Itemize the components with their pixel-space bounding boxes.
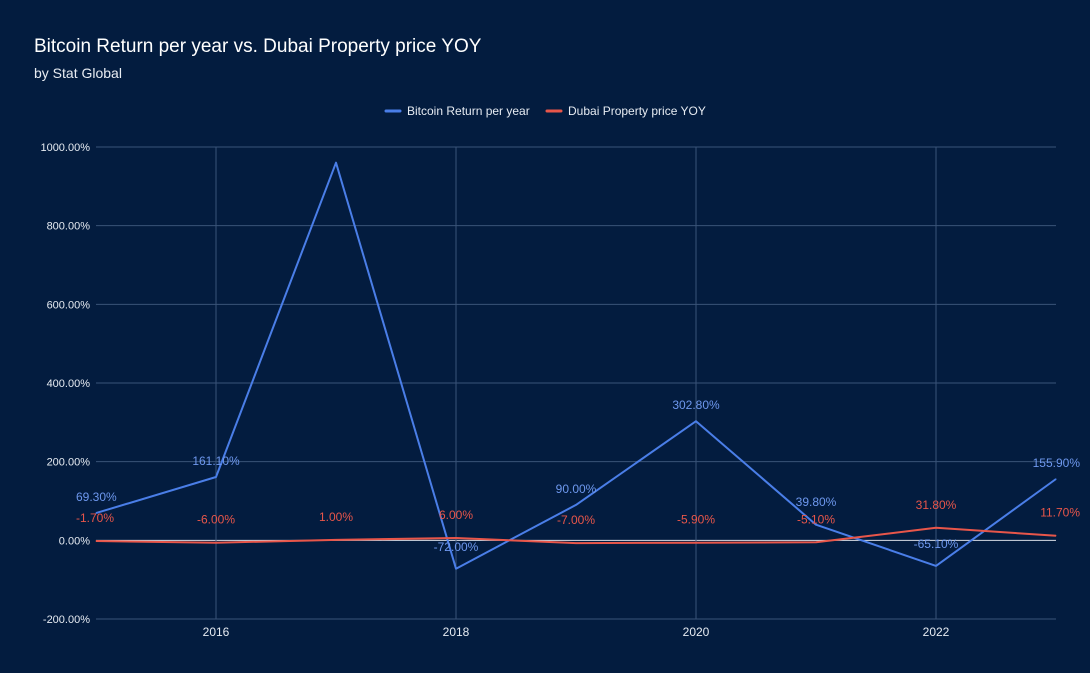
data-label-0: -72.00% <box>434 540 479 554</box>
y-tick-label: 200.00% <box>47 457 91 469</box>
y-tick-label: 1000.00% <box>40 142 90 154</box>
data-point-0 <box>695 420 697 422</box>
data-label-1: -1.70% <box>76 511 114 525</box>
x-tick-label: 2022 <box>923 625 950 639</box>
data-point-1 <box>335 539 337 541</box>
data-label-0: 155.90% <box>1033 456 1081 470</box>
data-label-1: -6.00% <box>197 513 235 527</box>
x-tick-label: 2020 <box>683 625 710 639</box>
x-tick-label: 2016 <box>203 625 230 639</box>
data-point-0 <box>575 504 577 506</box>
data-point-1 <box>815 541 817 543</box>
legend-label-0: Bitcoin Return per year <box>407 104 530 118</box>
series-line-0 <box>95 161 1057 570</box>
y-tick-label: 0.00% <box>59 535 90 547</box>
y-tick-label: 800.00% <box>47 221 91 233</box>
data-label-1: 1.00% <box>319 510 353 524</box>
y-tick-label: -200.00% <box>43 614 90 626</box>
data-label-0: 302.80% <box>672 398 720 412</box>
data-point-1 <box>1055 535 1057 537</box>
data-label-1: -5.10% <box>797 512 835 526</box>
data-point-1 <box>95 540 97 542</box>
data-point-0 <box>215 476 217 478</box>
data-label-0: 69.30% <box>76 490 117 504</box>
data-point-0 <box>1055 478 1057 480</box>
y-tick-label: 600.00% <box>47 299 91 311</box>
data-label-0: 39.80% <box>796 495 837 509</box>
data-point-0 <box>815 524 817 526</box>
chart-subtitle: by Stat Global <box>34 65 122 81</box>
data-point-1 <box>575 542 577 544</box>
data-label-1: 31.80% <box>916 498 957 512</box>
data-point-1 <box>215 542 217 544</box>
legend-label-1: Dubai Property price YOY <box>568 104 706 118</box>
data-point-1 <box>455 537 457 539</box>
data-point-1 <box>935 527 937 529</box>
data-label-1: -5.90% <box>677 513 715 527</box>
data-point-0 <box>935 565 937 567</box>
x-tick-label: 2018 <box>443 625 470 639</box>
data-label-1: 11.70% <box>1040 506 1080 520</box>
chart-title: Bitcoin Return per year vs. Dubai Proper… <box>34 36 482 57</box>
data-point-0 <box>335 162 337 164</box>
data-point-0 <box>455 568 457 570</box>
data-point-1 <box>695 542 697 544</box>
y-tick-label: 400.00% <box>47 378 91 390</box>
data-label-0: -65.10% <box>914 537 959 551</box>
data-label-1: -7.00% <box>557 513 595 527</box>
data-label-0: 161.10% <box>192 454 240 468</box>
data-label-0: 90.00% <box>556 482 597 496</box>
data-point-0 <box>95 512 97 514</box>
data-label-1: 6.00% <box>439 508 473 522</box>
